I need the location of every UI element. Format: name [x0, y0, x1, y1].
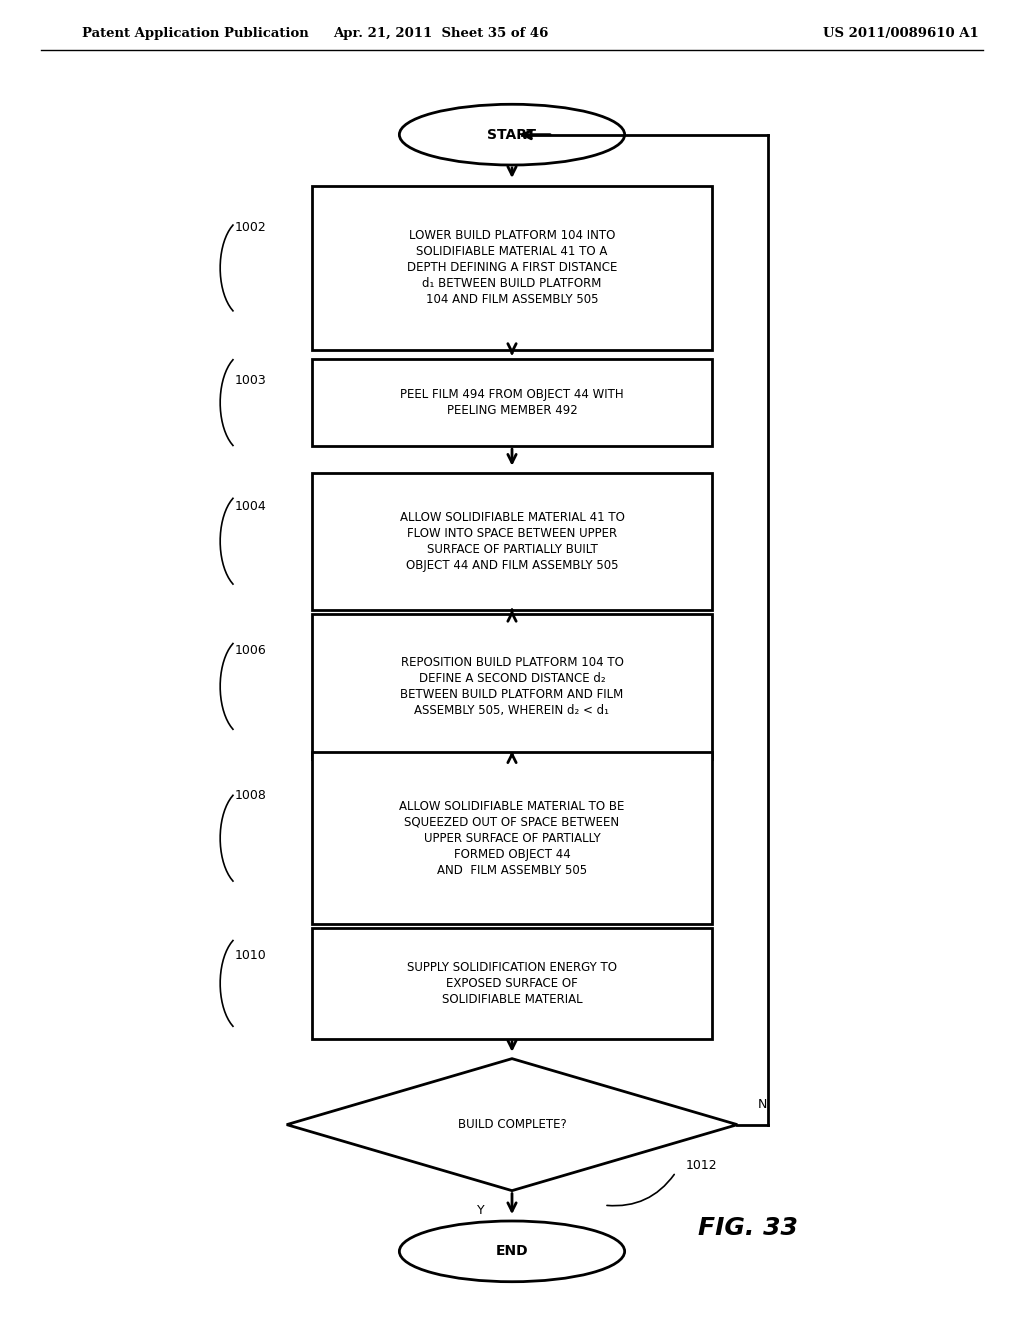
Text: 1010: 1010 [234, 949, 266, 962]
Text: US 2011/0089610 A1: US 2011/0089610 A1 [823, 26, 979, 40]
Bar [312, 752, 712, 924]
Bar [312, 359, 712, 446]
Ellipse shape [399, 104, 625, 165]
Text: REPOSITION BUILD PLATFORM 104 TO
DEFINE A SECOND DISTANCE d₂
BETWEEN BUILD PLATF: REPOSITION BUILD PLATFORM 104 TO DEFINE … [400, 656, 624, 717]
Bar [312, 473, 712, 610]
Bar [312, 186, 712, 350]
Text: 1012: 1012 [686, 1159, 718, 1172]
Bar [312, 614, 712, 759]
Text: 1002: 1002 [234, 220, 266, 234]
Text: END: END [496, 1245, 528, 1258]
Text: BUILD COMPLETE?: BUILD COMPLETE? [458, 1118, 566, 1131]
Bar [312, 928, 712, 1039]
Text: ALLOW SOLIDIFIABLE MATERIAL TO BE
SQUEEZED OUT OF SPACE BETWEEN
UPPER SURFACE OF: ALLOW SOLIDIFIABLE MATERIAL TO BE SQUEEZ… [399, 800, 625, 876]
Text: FIG. 33: FIG. 33 [697, 1216, 798, 1239]
Ellipse shape [399, 1221, 625, 1282]
Text: START: START [487, 128, 537, 141]
Text: Patent Application Publication: Patent Application Publication [82, 26, 308, 40]
Text: LOWER BUILD PLATFORM 104 INTO
SOLIDIFIABLE MATERIAL 41 TO A
DEPTH DEFINING A FIR: LOWER BUILD PLATFORM 104 INTO SOLIDIFIAB… [407, 230, 617, 306]
Text: PEEL FILM 494 FROM OBJECT 44 WITH
PEELING MEMBER 492: PEEL FILM 494 FROM OBJECT 44 WITH PEELIN… [400, 388, 624, 417]
Polygon shape [287, 1059, 737, 1191]
Text: 1003: 1003 [234, 375, 266, 387]
Text: Apr. 21, 2011  Sheet 35 of 46: Apr. 21, 2011 Sheet 35 of 46 [333, 26, 548, 40]
Text: 1006: 1006 [234, 644, 266, 656]
Text: SUPPLY SOLIDIFICATION ENERGY TO
EXPOSED SURFACE OF
SOLIDIFIABLE MATERIAL: SUPPLY SOLIDIFICATION ENERGY TO EXPOSED … [407, 961, 617, 1006]
Text: 1004: 1004 [234, 500, 266, 513]
Text: Y: Y [477, 1204, 485, 1217]
Text: N: N [758, 1098, 767, 1111]
Text: ALLOW SOLIDIFIABLE MATERIAL 41 TO
FLOW INTO SPACE BETWEEN UPPER
SURFACE OF PARTI: ALLOW SOLIDIFIABLE MATERIAL 41 TO FLOW I… [399, 511, 625, 572]
Text: 1008: 1008 [234, 789, 266, 801]
